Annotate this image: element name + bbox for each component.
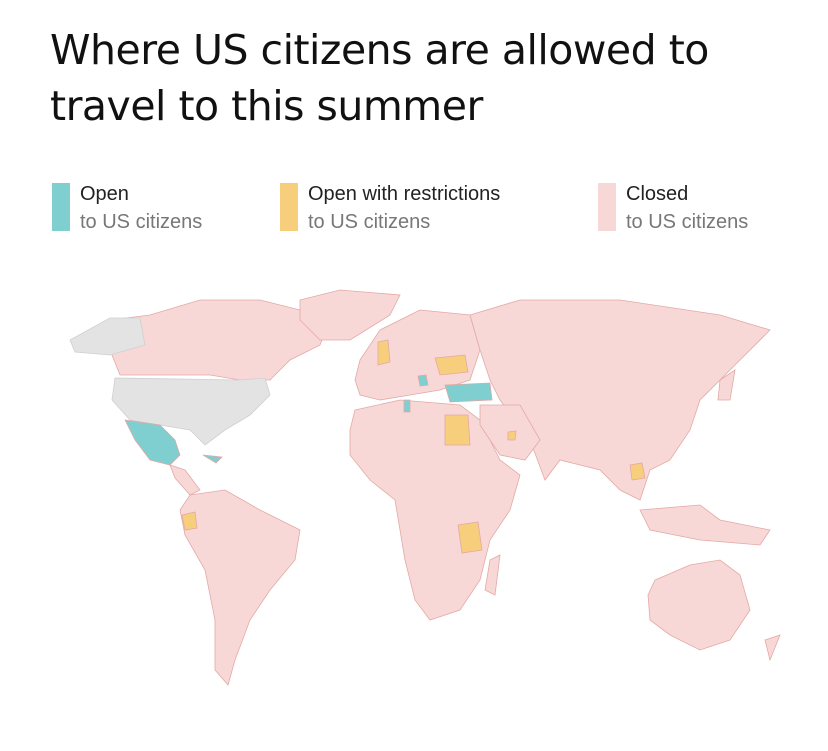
title: Where US citizens are allowed to travel … bbox=[50, 26, 709, 130]
ecuador bbox=[181, 511, 198, 531]
legend-sublabel: to US citizens bbox=[626, 211, 749, 233]
legend-sublabel: to US citizens bbox=[80, 211, 203, 233]
indonesia bbox=[639, 504, 771, 546]
usa bbox=[111, 377, 271, 446]
central-america bbox=[169, 464, 201, 496]
legend-swatch bbox=[598, 183, 616, 231]
world-map bbox=[69, 289, 781, 686]
israel bbox=[403, 399, 411, 413]
africa bbox=[349, 399, 521, 621]
alaska bbox=[69, 317, 146, 356]
new-zealand bbox=[764, 634, 781, 662]
legend-sublabel: to US citizens bbox=[308, 211, 431, 233]
legend-label: Open bbox=[80, 183, 129, 205]
uae bbox=[507, 430, 517, 441]
uk bbox=[377, 339, 391, 366]
greenland bbox=[299, 289, 401, 341]
turkey bbox=[444, 382, 493, 403]
legend-label: Open with restrictions bbox=[308, 183, 501, 205]
south-america bbox=[179, 489, 301, 686]
egypt bbox=[444, 414, 471, 446]
legend-swatch bbox=[52, 183, 70, 231]
cambodia bbox=[629, 462, 646, 481]
japan bbox=[717, 369, 736, 401]
caribbean bbox=[202, 454, 223, 464]
tanzania bbox=[457, 521, 483, 554]
madagascar bbox=[484, 554, 501, 596]
australia bbox=[647, 559, 751, 651]
legend-label: Closed bbox=[626, 183, 689, 205]
legend-swatch bbox=[280, 183, 298, 231]
croatia bbox=[417, 374, 429, 387]
ukraine bbox=[434, 354, 469, 376]
mexico bbox=[124, 419, 181, 466]
